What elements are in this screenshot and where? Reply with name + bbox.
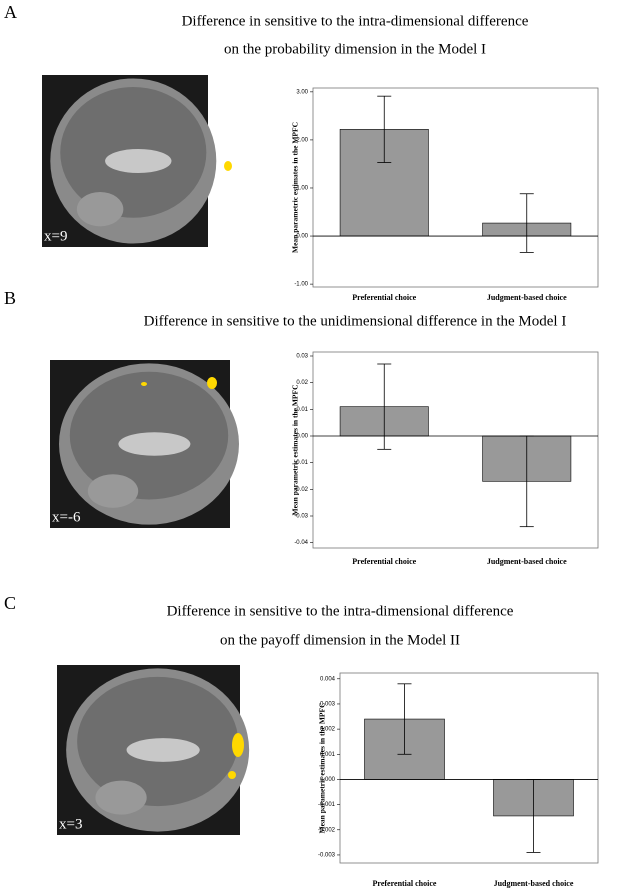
x-tick-label: Judgment-based choice — [487, 293, 567, 302]
x-tick-label: Preferential choice — [352, 557, 416, 566]
y-tick-label: -0.003 — [318, 853, 336, 859]
y-tick-label: -1.00 — [294, 282, 308, 288]
y-tick-label: 0.004 — [320, 676, 336, 682]
y-tick-label: 2.00 — [296, 137, 308, 143]
activation — [224, 161, 232, 171]
image-label: x=3 — [59, 816, 82, 832]
error-bar — [519, 193, 534, 253]
brain-callosum — [126, 738, 200, 762]
y-tick-label: 0.002 — [320, 727, 336, 733]
cerebellum — [76, 191, 124, 227]
plot-frame — [339, 672, 599, 864]
image-label: x=-6 — [52, 509, 81, 525]
cerebellum — [87, 474, 139, 508]
y-axis-label: Mean parametric estimates in the MPFC — [318, 702, 327, 833]
y-axis-label: Mean parametric estimates in the MPFC — [291, 122, 300, 253]
activation — [141, 382, 147, 386]
x-tick-label: Preferential choice — [352, 293, 416, 302]
panel-title: Difference in sensitive to the intra-dim… — [167, 603, 514, 619]
y-tick-label: 0.00 — [296, 434, 308, 440]
x-tick-label: Judgment-based choice — [494, 879, 574, 888]
panel-letter: C — [4, 593, 16, 613]
y-tick-label: -0.02 — [294, 487, 308, 493]
error-bar — [377, 363, 392, 450]
y-tick-label: 0.02 — [296, 380, 308, 386]
y-tick-label: -0.03 — [294, 514, 308, 520]
y-tick-label: 3.00 — [296, 89, 308, 95]
y-tick-label: 0.001 — [320, 752, 336, 758]
activation — [228, 771, 236, 779]
brain-callosum — [105, 148, 172, 174]
y-tick-label: 1.00 — [296, 186, 308, 192]
error-bar — [377, 95, 392, 163]
y-tick-label: 0.03 — [296, 354, 308, 360]
x-tick-label: Preferential choice — [373, 879, 437, 888]
brain-callosum — [118, 432, 191, 456]
plot-frame — [312, 87, 599, 288]
panel-letter: A — [4, 2, 17, 22]
cerebellum — [95, 780, 147, 815]
y-tick-label: 0.000 — [320, 777, 336, 783]
y-axis-label: Mean parametric estimates in the MPFC — [291, 384, 300, 515]
x-tick-label: Judgment-based choice — [487, 557, 567, 566]
error-bar — [397, 683, 412, 755]
panel-title: Difference in sensitive to the intra-dim… — [182, 13, 529, 29]
y-tick-label: -0.001 — [318, 802, 336, 808]
y-tick-label: -0.04 — [294, 540, 308, 546]
panel-letter: B — [4, 288, 16, 308]
y-tick-label: 0.01 — [296, 407, 308, 413]
panel-title: on the probability dimension in the Mode… — [224, 41, 486, 57]
panel-title: Difference in sensitive to the unidimens… — [144, 313, 567, 329]
y-tick-label: -0.002 — [318, 827, 336, 833]
y-tick-label: 0.00 — [296, 234, 308, 240]
panel-title: on the payoff dimension in the Model II — [220, 632, 460, 648]
plot-frame — [312, 351, 599, 549]
image-label: x=9 — [44, 228, 67, 244]
y-tick-label: -0.01 — [294, 460, 308, 466]
y-tick-label: 0.003 — [320, 702, 336, 708]
activation — [232, 733, 244, 757]
activation — [207, 377, 217, 389]
